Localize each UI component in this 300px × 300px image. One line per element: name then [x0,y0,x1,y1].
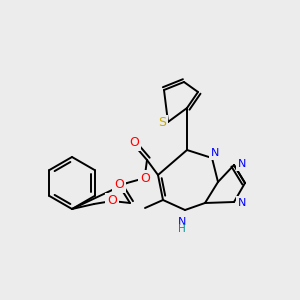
Text: O: O [129,136,139,149]
Text: N: N [238,159,246,169]
Text: N: N [238,198,246,208]
Text: O: O [114,178,124,191]
Text: S: S [158,116,166,130]
Text: O: O [107,194,117,208]
Text: O: O [140,172,150,184]
Text: N: N [211,148,219,158]
Text: N: N [178,217,186,227]
Text: H: H [178,224,186,234]
